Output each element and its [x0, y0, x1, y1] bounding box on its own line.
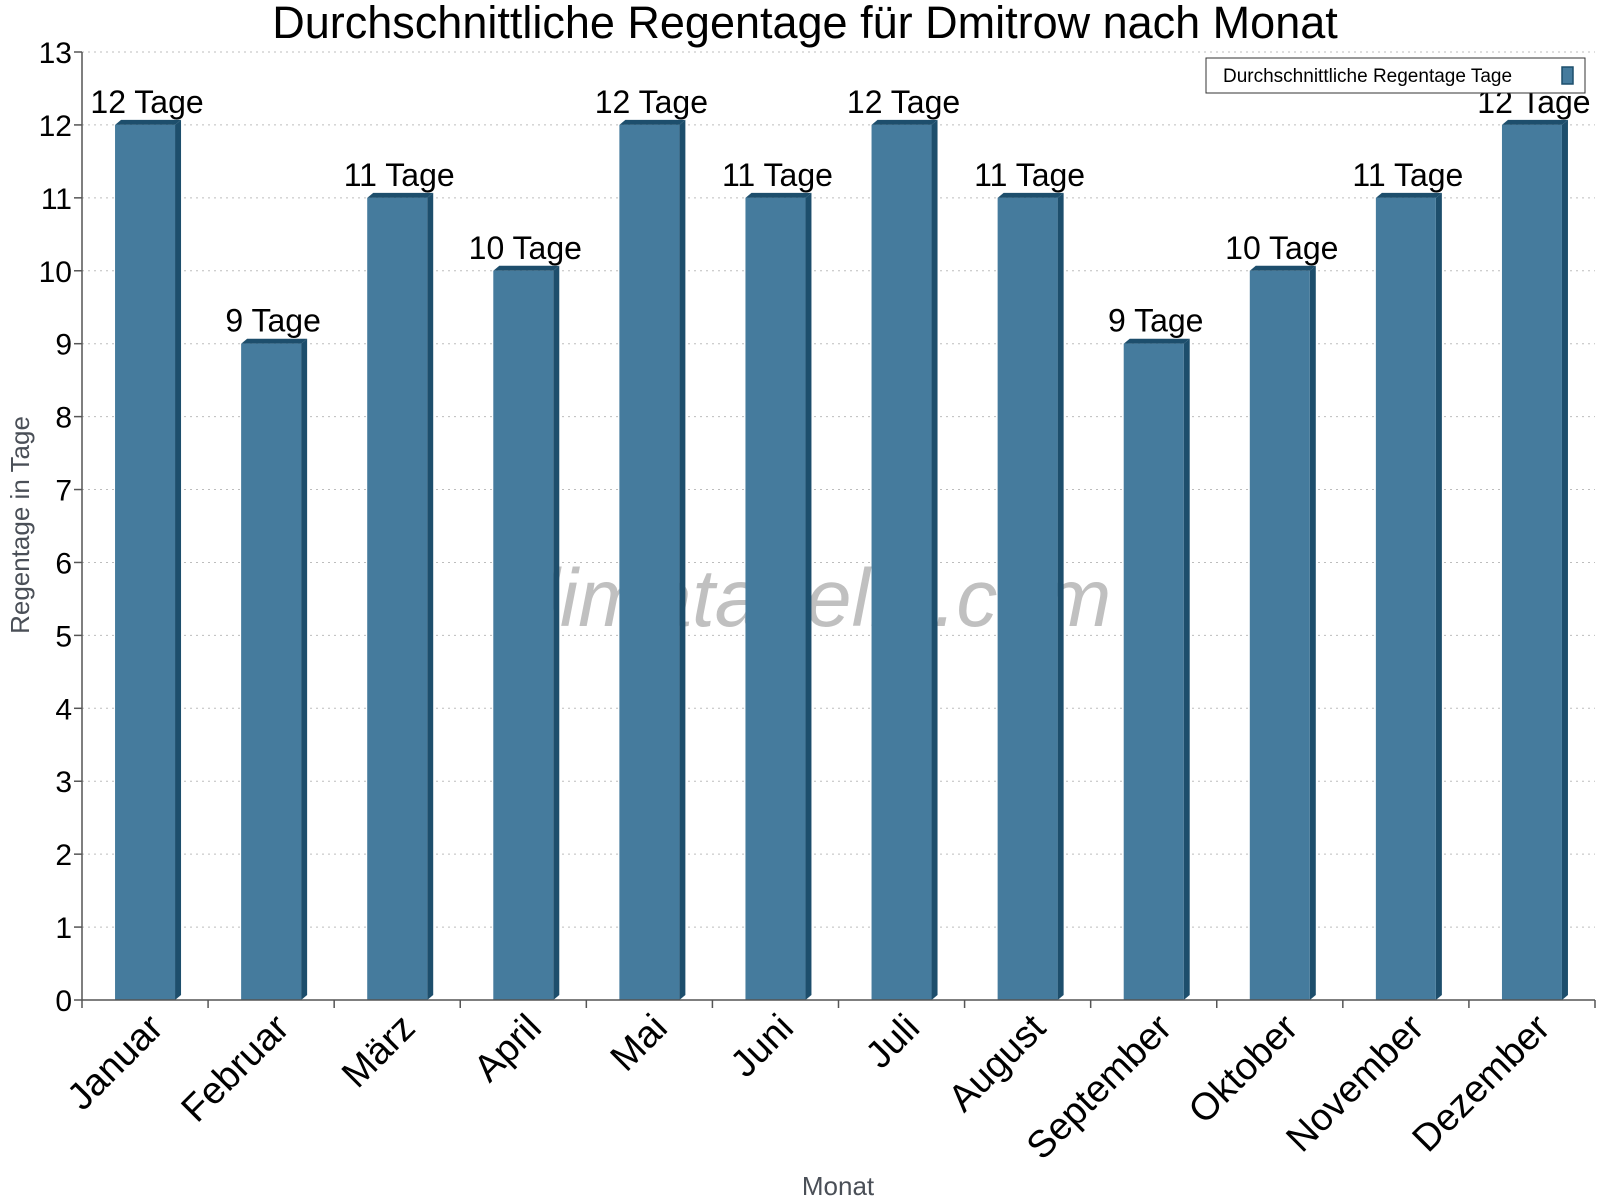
legend: Durchschnittliche Regentage Tage [1205, 57, 1586, 94]
bar-Dezember [1501, 119, 1568, 1000]
bar-side-April [553, 265, 560, 1000]
data-label-März: 11 Tage [344, 157, 455, 193]
y-tick-label-13: 13 [39, 37, 72, 70]
bar-front-Dezember [1501, 124, 1562, 1000]
x-tick-label-April: April [466, 1007, 549, 1090]
data-label-April: 10 Tage [469, 230, 582, 266]
data-label-August: 11 Tage [974, 157, 1085, 193]
data-labels: 12 Tage 9 Tage 11 Tage 10 Tage 12 Tage 11 Tag… [90, 84, 1590, 339]
x-tick-label-Januar: Januar [60, 1006, 172, 1118]
bar-front-Juni [745, 197, 806, 1000]
bar-side-Oktober [1309, 265, 1316, 1000]
bar-side-Juni [805, 192, 812, 1000]
bar-Juli [871, 119, 938, 1000]
bar-Mai [619, 119, 686, 1000]
y-tick-label-9: 9 [55, 329, 72, 362]
chart-title: Durchschnittliche Regentage für Dmitrow … [272, 0, 1338, 48]
bar-side-Mai [679, 119, 686, 1000]
x-tick-label-November: November [1279, 1006, 1433, 1160]
data-label-Juni: 11 Tage [722, 157, 833, 193]
bar-side-Februar [301, 338, 308, 1000]
bar-side-Dezember [1561, 119, 1568, 1000]
y-tick-label-5: 5 [55, 620, 72, 653]
y-tick-label-0: 0 [55, 985, 72, 1018]
y-tick-label-2: 2 [55, 839, 72, 872]
data-label-September: 9 Tage [1108, 303, 1204, 339]
data-label-November: 11 Tage [1352, 157, 1463, 193]
y-tick-label-3: 3 [55, 766, 72, 799]
x-tick-label-Juni: Juni [723, 1007, 802, 1086]
y-axis-label: Regentage in Tage [5, 416, 35, 634]
x-tick-label-Februar: Februar [174, 1006, 298, 1130]
y-tick-label-12: 12 [39, 110, 72, 143]
bar-top-April [493, 265, 560, 271]
bar-front-Oktober [1249, 270, 1310, 1000]
legend-label: Durchschnittliche Regentage Tage [1223, 66, 1512, 87]
bar-top-Mai [619, 119, 686, 125]
data-label-Oktober: 10 Tage [1225, 230, 1338, 266]
y-tick-label-11: 11 [41, 183, 72, 216]
bar-top-September [1123, 338, 1190, 344]
bar-Januar [115, 119, 182, 1000]
bar-side-März [427, 192, 434, 1000]
bar-top-Januar [115, 119, 182, 125]
bar-top-Juni [745, 192, 812, 198]
grid [82, 51, 1595, 928]
bar-front-Januar [115, 124, 176, 1000]
x-tick-label-August: August [941, 1006, 1055, 1120]
data-label-Juli: 12 Tage [847, 84, 960, 120]
bar-top-August [997, 192, 1064, 198]
y-tick-label-6: 6 [55, 547, 72, 580]
bar-front-September [1123, 343, 1184, 1000]
bar-November [1375, 192, 1442, 1000]
bar-April [493, 265, 560, 1000]
bar-September [1123, 338, 1190, 1000]
y-tick-label-4: 4 [55, 693, 72, 726]
y-tick-label-10: 10 [39, 256, 72, 289]
bar-top-Februar [241, 338, 308, 344]
bar-top-Oktober [1249, 265, 1316, 271]
bar-front-April [493, 270, 554, 1000]
bars [115, 119, 1568, 1000]
bar-front-Juli [871, 124, 932, 1000]
bar-front-November [1375, 197, 1436, 1000]
bar-top-März [367, 192, 434, 198]
x-tick-label-Mai: Mai [603, 1007, 676, 1080]
bar-side-August [1057, 192, 1064, 1000]
bar-side-Juli [931, 119, 938, 1000]
bar-Februar [241, 338, 308, 1000]
bar-front-Mai [619, 124, 680, 1000]
data-label-Januar: 12 Tage [90, 84, 203, 120]
data-label-Mai: 12 Tage [595, 84, 708, 120]
bar-side-November [1435, 192, 1442, 1000]
bar-top-November [1375, 192, 1442, 198]
data-label-Februar: 9 Tage [225, 303, 321, 339]
x-tick-label-März: März [334, 1007, 423, 1096]
bar-top-Dezember [1501, 119, 1568, 125]
bar-August [997, 192, 1064, 1000]
x-axis-label: Monat [802, 1171, 875, 1200]
bar-side-Januar [175, 119, 182, 1000]
y-tick-label-8: 8 [55, 402, 72, 435]
bar-front-August [997, 197, 1058, 1000]
legend-swatch [1561, 66, 1574, 85]
bar-front-März [367, 197, 428, 1000]
y-tick-label-1: 1 [55, 912, 72, 945]
x-tick-label-Juli: Juli [858, 1007, 928, 1077]
x-tick-label-Dezember: Dezember [1405, 1006, 1559, 1160]
bar-Juni [745, 192, 812, 1000]
x-tick-label-Oktober: Oktober [1181, 1006, 1307, 1132]
bar-side-September [1183, 338, 1190, 1000]
bar-März [367, 192, 434, 1000]
y-tick-label-7: 7 [55, 475, 72, 508]
bar-front-Februar [241, 343, 302, 1000]
legend-box [1205, 57, 1586, 94]
bar-top-Juli [871, 119, 938, 125]
bar-Oktober [1249, 265, 1316, 1000]
